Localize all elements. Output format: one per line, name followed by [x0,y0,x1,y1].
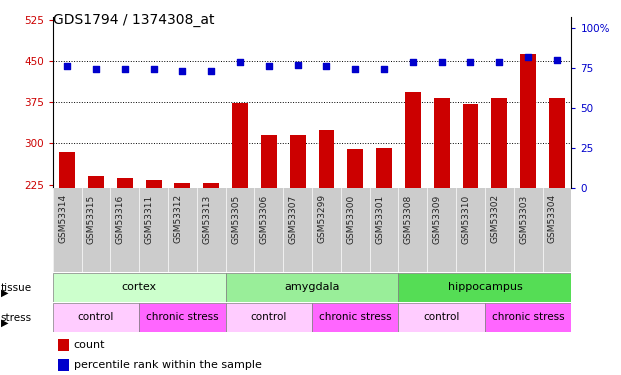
Text: GSM53313: GSM53313 [202,194,211,243]
Point [322,63,332,69]
Text: stress: stress [1,313,32,322]
Point [350,66,360,72]
Text: percentile rank within the sample: percentile rank within the sample [73,360,261,370]
Point [437,58,446,64]
Bar [59,152,75,309]
Bar [261,135,277,309]
Point [264,63,274,69]
Text: GSM53299: GSM53299 [317,194,327,243]
Text: GSM53301: GSM53301 [375,194,384,243]
Text: GSM53302: GSM53302 [491,194,499,243]
Bar [463,104,478,309]
Text: chronic stress: chronic stress [146,312,219,322]
Text: chronic stress: chronic stress [492,312,564,322]
Bar [376,148,392,309]
Text: GDS1794 / 1374308_at: GDS1794 / 1374308_at [53,13,214,27]
Point [494,58,504,64]
Text: tissue: tissue [1,283,32,292]
Point [292,62,302,68]
Bar [491,98,507,309]
Text: GSM53316: GSM53316 [116,194,125,243]
Bar [53,273,225,302]
Text: GSM53315: GSM53315 [87,194,96,243]
Text: hippocampus: hippocampus [448,282,522,292]
Bar [53,303,139,332]
Bar [139,303,225,332]
Bar [319,130,334,309]
Text: GSM53314: GSM53314 [58,194,67,243]
Bar [312,303,399,332]
Text: GSM53306: GSM53306 [260,194,269,243]
Bar [225,273,399,302]
Text: GSM53310: GSM53310 [461,194,471,243]
Text: GSM53305: GSM53305 [231,194,240,243]
Bar [290,135,306,309]
Bar [175,183,191,309]
Point [62,63,72,69]
Point [206,68,216,74]
Text: GSM53300: GSM53300 [347,194,355,243]
Bar [549,98,565,309]
Point [178,68,188,74]
Point [91,66,101,72]
Bar [433,98,450,309]
Point [523,54,533,60]
Text: count: count [73,340,105,350]
Point [408,58,418,64]
Text: amygdala: amygdala [284,282,340,292]
Point [120,66,130,72]
Text: GSM53308: GSM53308 [404,194,413,243]
Text: ▶: ▶ [1,288,8,298]
Text: GSM53311: GSM53311 [145,194,153,243]
Bar [399,273,571,302]
Text: GSM53303: GSM53303 [519,194,528,243]
Bar [485,303,571,332]
Point [148,66,158,72]
Point [379,66,389,72]
Text: chronic stress: chronic stress [319,312,392,322]
Text: GSM53304: GSM53304 [548,194,557,243]
Point [466,58,476,64]
Bar [399,303,485,332]
Text: control: control [78,312,114,322]
Bar [203,183,219,309]
Bar [405,92,421,309]
Text: GSM53309: GSM53309 [433,194,442,243]
Text: GSM53312: GSM53312 [173,194,183,243]
Text: ▶: ▶ [1,318,8,328]
Text: control: control [424,312,460,322]
Point [235,58,245,64]
Bar [225,303,312,332]
Text: control: control [251,312,287,322]
Bar [88,177,104,309]
Text: GSM53307: GSM53307 [289,194,297,243]
Text: cortex: cortex [122,282,156,292]
Bar [232,103,248,309]
Bar [347,149,363,309]
Bar [58,339,70,351]
Bar [146,180,161,309]
Bar [520,54,536,309]
Point [552,57,562,63]
Bar [117,178,133,309]
Bar [58,358,70,371]
